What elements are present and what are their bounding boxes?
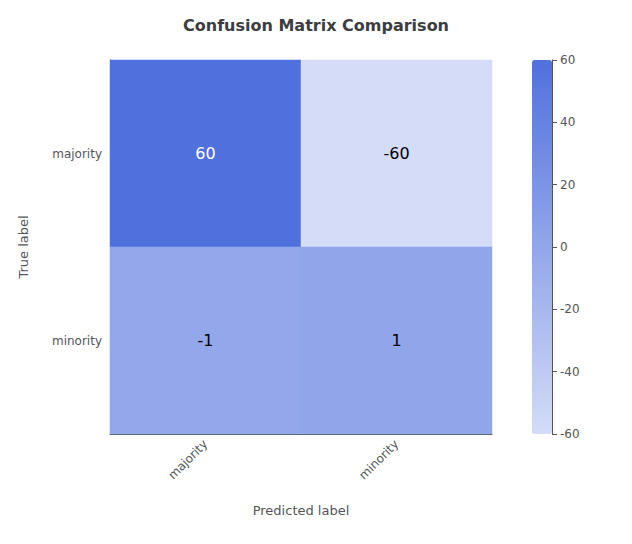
svg-text:-20: -20 <box>560 302 580 316</box>
svg-text:majority: majority <box>165 437 210 482</box>
svg-text:-60: -60 <box>560 427 580 441</box>
svg-text:minority: minority <box>356 437 401 482</box>
svg-text:True label: True label <box>16 215 31 279</box>
svg-text:0: 0 <box>560 240 568 254</box>
svg-text:60: 60 <box>195 144 215 163</box>
svg-text:1: 1 <box>391 331 401 350</box>
svg-text:Confusion Matrix Comparison: Confusion Matrix Comparison <box>183 16 449 35</box>
svg-text:20: 20 <box>560 178 575 192</box>
svg-text:60: 60 <box>560 53 575 67</box>
svg-text:40: 40 <box>560 115 575 129</box>
svg-text:-40: -40 <box>560 365 580 379</box>
svg-text:minority: minority <box>52 334 102 348</box>
svg-text:-1: -1 <box>198 331 214 350</box>
svg-text:Predicted label: Predicted label <box>253 503 350 518</box>
svg-text:majority: majority <box>52 147 102 161</box>
svg-text:-60: -60 <box>383 144 409 163</box>
